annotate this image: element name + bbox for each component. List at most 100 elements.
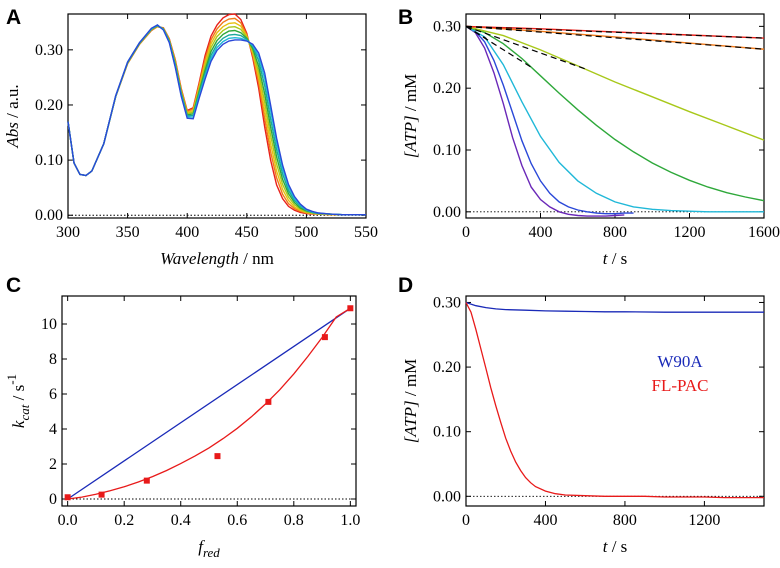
y-tick-label-A: 0.30 bbox=[35, 42, 63, 59]
data-point bbox=[347, 305, 354, 312]
data-point bbox=[64, 494, 71, 501]
x-tick-label-B: 0 bbox=[462, 224, 470, 241]
y-tick-label-C: 0 bbox=[49, 491, 57, 508]
data-point bbox=[265, 398, 272, 405]
y-axis-label-var: Abs bbox=[3, 122, 22, 149]
x-tick-label-A: 550 bbox=[354, 224, 378, 241]
x-tick-label-D: 0 bbox=[462, 512, 470, 529]
y-axis-label-var: k bbox=[9, 420, 28, 428]
x-tick-label-B: 1600 bbox=[748, 224, 780, 241]
x-tick-label-C: 1.0 bbox=[340, 512, 360, 529]
y-tick-label-D: 0.00 bbox=[433, 488, 461, 505]
x-tick-label-A: 500 bbox=[294, 224, 318, 241]
data-point bbox=[214, 453, 221, 460]
y-tick-label-D: 0.20 bbox=[433, 359, 461, 376]
x-tick-label-C: 0.8 bbox=[284, 512, 304, 529]
y-tick-label-C: 4 bbox=[49, 421, 57, 438]
x-axis-label-var: t bbox=[603, 537, 609, 556]
y-tick-label-B: 0.00 bbox=[433, 204, 461, 221]
fit-line-fit-yellow-green bbox=[465, 25, 588, 71]
x-axis-label-D: t / s bbox=[603, 537, 628, 556]
x-tick-label-A: 350 bbox=[116, 224, 140, 241]
x-axis-label-var: t bbox=[603, 249, 609, 268]
y-tick-label-C: 2 bbox=[49, 456, 57, 473]
data-point bbox=[321, 334, 328, 341]
x-tick-label-C: 0.6 bbox=[227, 512, 247, 529]
x-axis-label-C: fred bbox=[198, 537, 220, 560]
data-point bbox=[98, 491, 105, 498]
y-axis-label-var: [ATP] bbox=[401, 115, 420, 158]
y-axis-label-sup: -1 bbox=[4, 374, 19, 385]
x-tick-label-C: 0.4 bbox=[171, 512, 191, 529]
x-axis-label-sub: red bbox=[203, 545, 220, 560]
series-line-blue bbox=[67, 24, 366, 216]
x-tick-label-B: 400 bbox=[529, 224, 553, 241]
x-axis-label-unit: / s bbox=[607, 249, 627, 268]
y-tick-label-B: 0.20 bbox=[433, 80, 461, 97]
linear-line bbox=[67, 307, 351, 500]
y-axis-label-unit: / a.u. bbox=[3, 84, 22, 122]
legend-label-w90a: W90A bbox=[657, 352, 703, 371]
series-line-blue bbox=[465, 25, 634, 215]
x-tick-label-B: 1200 bbox=[674, 224, 706, 241]
y-axis-label-var: [ATP] bbox=[401, 400, 420, 443]
series-line-teal bbox=[67, 24, 366, 216]
y-axis-label-unit: / mM bbox=[401, 74, 420, 116]
y-axis-label-sub: cat bbox=[17, 404, 32, 420]
x-tick-label-B: 800 bbox=[603, 224, 627, 241]
y-axis-label-C: kcat / s-1 bbox=[4, 374, 32, 428]
y-tick-label-D: 0.30 bbox=[433, 294, 461, 311]
y-tick-label-C: 10 bbox=[41, 316, 57, 333]
x-tick-label-C: 0.0 bbox=[58, 512, 78, 529]
series-line-FL-PAC bbox=[465, 302, 764, 499]
x-axis-label-var: Wavelength bbox=[160, 249, 239, 268]
panel-B: B 0 400 800 1200 1600 0.00 0.10 0.20 0.30 t / s [AT… bbox=[398, 6, 780, 268]
plot-frame-D bbox=[465, 295, 765, 507]
x-tick-label-A: 450 bbox=[235, 224, 259, 241]
fit-curve bbox=[67, 307, 351, 500]
panel-letter-C: C bbox=[6, 274, 21, 297]
series-line-cyan bbox=[67, 24, 366, 216]
y-tick-label-A: 0.00 bbox=[35, 207, 63, 224]
plot-frame-C bbox=[61, 295, 357, 507]
series-line-orange bbox=[465, 25, 765, 50]
y-tick-label-B: 0.30 bbox=[433, 18, 461, 35]
y-axis-label-D: [ATP] / mM bbox=[401, 359, 420, 443]
y-tick-label-C: 8 bbox=[49, 351, 57, 368]
panel-letter-A: A bbox=[6, 6, 21, 29]
x-tick-label-C: 0.2 bbox=[114, 512, 134, 529]
panel-D: D 0 400 800 1200 0.00 0.10 0.20 0.30 W90A FL-PAC t … bbox=[398, 274, 765, 556]
panel-letter-D: D bbox=[398, 274, 413, 297]
series-line-cyan bbox=[465, 25, 764, 213]
x-axis-label-unit: / s bbox=[607, 537, 627, 556]
panel-C: C 0.0 0.2 0.4 0.6 0.8 1.0 0 2 4 6 8 10 fred kcat / s-1 bbox=[4, 274, 360, 560]
plot-frame-B bbox=[465, 13, 765, 219]
legend-label-fl-pac: FL-PAC bbox=[651, 376, 708, 395]
y-tick-label-A: 0.10 bbox=[35, 152, 63, 169]
series-line-yellow-green bbox=[465, 25, 765, 141]
y-tick-label-A: 0.20 bbox=[35, 97, 63, 114]
y-tick-label-B: 0.10 bbox=[433, 142, 461, 159]
y-tick-label-D: 0.10 bbox=[433, 424, 461, 441]
series-line-green bbox=[465, 25, 765, 202]
y-axis-label-unit: / mM bbox=[401, 359, 420, 401]
plot-frame-A bbox=[67, 13, 367, 219]
series-line-W90A bbox=[465, 301, 764, 313]
x-tick-label-D: 400 bbox=[533, 512, 557, 529]
series-line-red bbox=[465, 25, 765, 39]
x-tick-label-D: 800 bbox=[613, 512, 637, 529]
series-line-yellow-green bbox=[67, 25, 366, 216]
x-axis-label-var: f bbox=[198, 537, 205, 556]
x-tick-label-A: 400 bbox=[175, 224, 199, 241]
y-axis-label-unit: / s bbox=[9, 385, 28, 405]
y-tick-label-C: 6 bbox=[49, 386, 57, 403]
y-axis-label-A: Abs / a.u. bbox=[3, 84, 22, 148]
x-tick-label-D: 1200 bbox=[688, 512, 720, 529]
x-axis-label-unit: / nm bbox=[239, 249, 274, 268]
fit-line-fit-cyan bbox=[465, 25, 487, 40]
x-tick-label-A: 300 bbox=[56, 224, 80, 241]
series-line-green bbox=[67, 24, 366, 216]
x-axis-label-B: t / s bbox=[603, 249, 628, 268]
y-axis-label-B: [ATP] / mM bbox=[401, 74, 420, 158]
